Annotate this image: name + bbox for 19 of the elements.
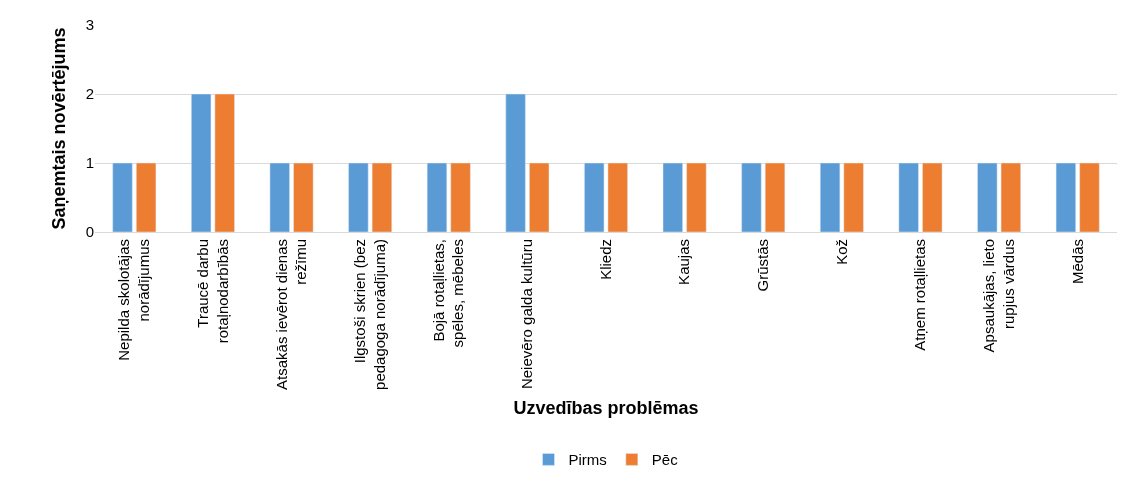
x-tick-label: Grūstās [754,239,772,292]
x-tick-label: Kliedz [596,239,614,280]
y-tick-label: 0 [85,223,94,241]
x-tick-label: Ilgstoši skrien (bez pedagoga norādījuma) [351,239,388,390]
x-tick-label: Atsakās ievērot dienas režīmu [272,239,310,390]
x-tick-label: Neievēro galda kultūru [518,239,536,390]
x-tick-label: Atņem rotaļlietas [911,239,929,351]
x-axis-title: Uzvedības problēmas [513,398,699,419]
x-tick-label: Kaujas [675,239,693,285]
legend-label: Pirms [568,451,607,469]
x-tick-label: Mēdās [1068,239,1086,285]
x-tick-label: Kož [832,239,850,265]
x-tick-label: Nepilda skolotājas norādījumus [115,239,152,361]
y-axis-title: Saņemtais novērtējums [48,27,69,230]
y-tick-label: 2 [85,85,94,103]
legend-label: Pēc [651,451,679,469]
y-tick-label: 1 [85,154,94,172]
x-tick-label: Apsaukājas, lieto rupjus vārdus [980,239,1017,353]
y-tick-label: 3 [85,16,94,34]
